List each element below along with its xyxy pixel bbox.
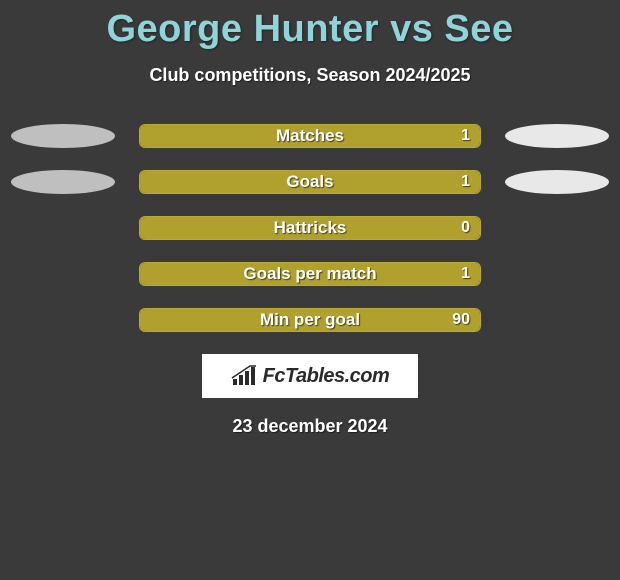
stat-bar: Hattricks0 xyxy=(139,216,481,240)
ellipse-left xyxy=(11,170,115,194)
ellipse-right xyxy=(505,170,609,194)
logo-box: FcTables.com xyxy=(202,354,418,398)
stat-value: 0 xyxy=(461,217,470,239)
ellipse-right xyxy=(505,124,609,148)
stat-value: 90 xyxy=(452,309,470,331)
stat-bar: Goals per match1 xyxy=(139,262,481,286)
stat-row: Goals1 xyxy=(0,170,620,194)
stat-bar: Min per goal90 xyxy=(139,308,481,332)
chart-icon xyxy=(231,365,257,387)
stat-row: Min per goal90 xyxy=(0,308,620,332)
stat-value: 1 xyxy=(461,171,470,193)
stat-row: Hattricks0 xyxy=(0,216,620,240)
page-title: George Hunter vs See xyxy=(0,0,620,51)
stat-label: Goals per match xyxy=(140,263,480,285)
stat-bar: Matches1 xyxy=(139,124,481,148)
ellipse-left xyxy=(11,124,115,148)
stat-value: 1 xyxy=(461,125,470,147)
stat-value: 1 xyxy=(461,263,470,285)
stats-container: Matches1Goals1Hattricks0Goals per match1… xyxy=(0,124,620,332)
ellipse-left xyxy=(11,262,115,286)
stat-label: Matches xyxy=(140,125,480,147)
stat-bar: Goals1 xyxy=(139,170,481,194)
ellipse-left xyxy=(11,216,115,240)
ellipse-left xyxy=(11,308,115,332)
logo-text: FcTables.com xyxy=(263,365,390,388)
ellipse-right xyxy=(505,262,609,286)
stat-row: Goals per match1 xyxy=(0,262,620,286)
date-text: 23 december 2024 xyxy=(0,416,620,437)
ellipse-right xyxy=(505,216,609,240)
ellipse-right xyxy=(505,308,609,332)
stat-label: Hattricks xyxy=(140,217,480,239)
stat-label: Goals xyxy=(140,171,480,193)
subtitle: Club competitions, Season 2024/2025 xyxy=(0,65,620,86)
stat-row: Matches1 xyxy=(0,124,620,148)
stat-label: Min per goal xyxy=(140,309,480,331)
